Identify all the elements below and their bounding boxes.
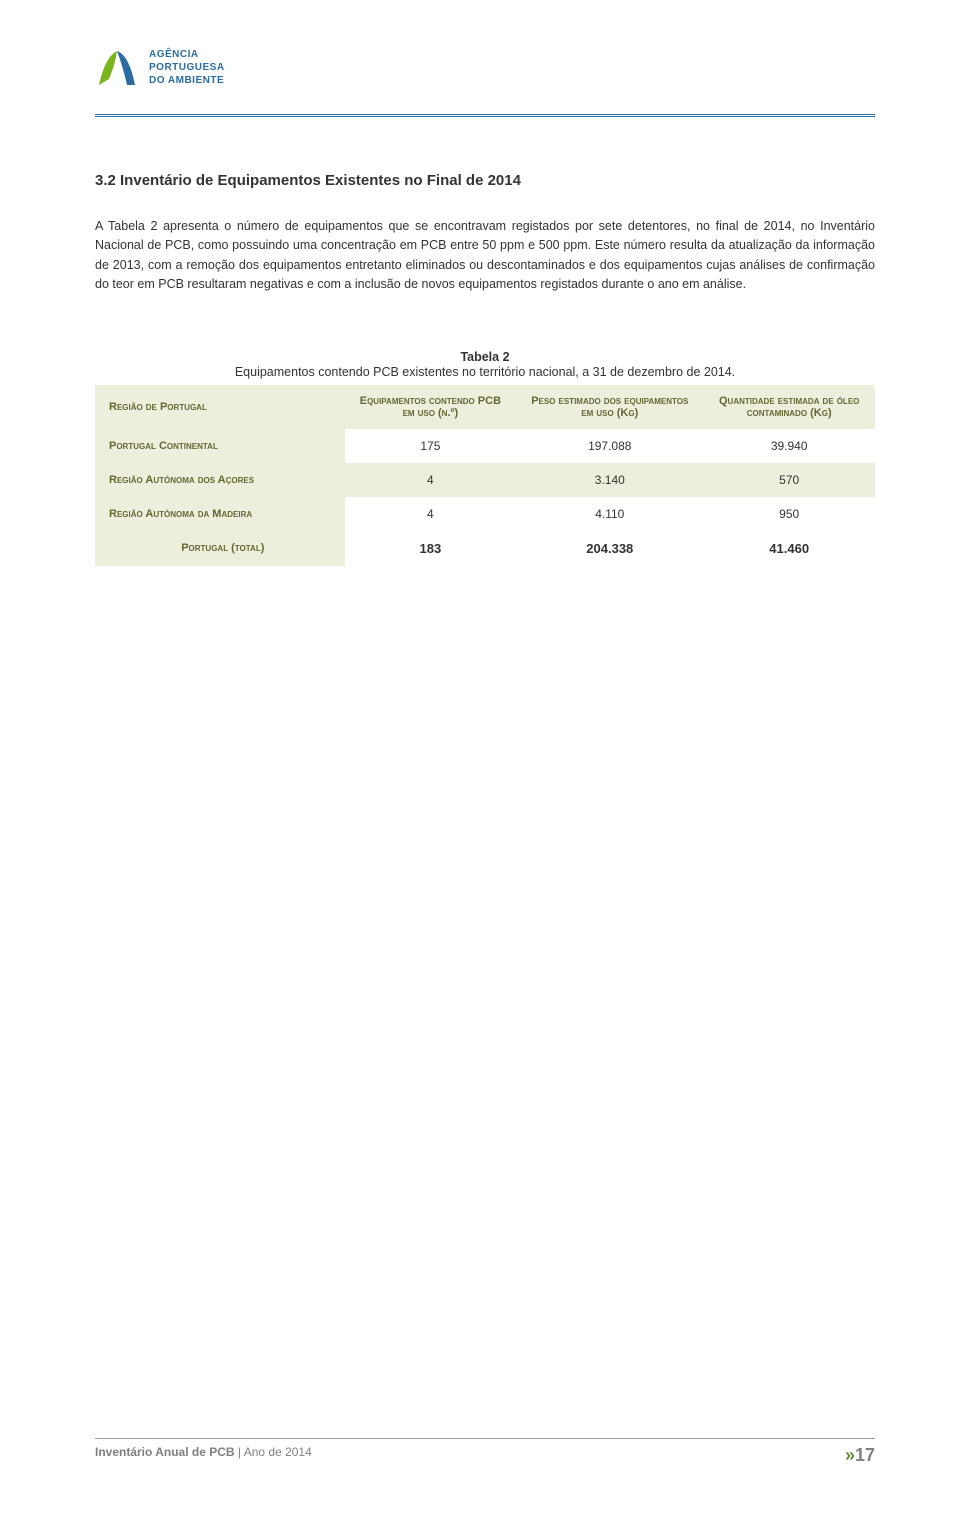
footer-left: Inventário Anual de PCB | Ano de 2014 [95, 1445, 312, 1466]
cell: 570 [703, 463, 875, 497]
cell: 4 [345, 463, 517, 497]
logo-line3: DO AMBIENTE [149, 74, 225, 87]
cell-total: 204.338 [516, 531, 703, 566]
cell: 39.940 [703, 429, 875, 463]
cell: 197.088 [516, 429, 703, 463]
table-row: Região Autónoma dos Açores 4 3.140 570 [95, 463, 875, 497]
cell: 4 [345, 497, 517, 531]
page-number: 17 [855, 1445, 875, 1465]
logo-line1: AGÊNCIA [149, 48, 225, 61]
page-arrows-icon: » [845, 1445, 855, 1465]
cell: 175 [345, 429, 517, 463]
row-label: Portugal Continental [95, 429, 345, 463]
page: AGÊNCIA PORTUGUESA DO AMBIENTE 3.2 Inven… [0, 0, 960, 1496]
footer-sep: | [235, 1445, 244, 1459]
col-header-equip: Equipamentos contendo PCB em uso (n.º) [345, 385, 517, 429]
logo: AGÊNCIA PORTUGUESA DO AMBIENTE [95, 45, 875, 89]
col-header-weight: Peso estimado dos equipamentos em uso (K… [516, 385, 703, 429]
table-row: Portugal Continental 175 197.088 39.940 [95, 429, 875, 463]
row-label-total: Portugal (total) [95, 531, 345, 566]
table-caption: Tabela 2 [95, 350, 875, 364]
table-total-row: Portugal (total) 183 204.338 41.460 [95, 531, 875, 566]
col-header-oil: Quantidade estimada de óleo contaminado … [703, 385, 875, 429]
logo-text: AGÊNCIA PORTUGUESA DO AMBIENTE [149, 48, 225, 87]
data-table: Região de Portugal Equipamentos contendo… [95, 385, 875, 566]
col-header-region: Região de Portugal [95, 385, 345, 429]
body-paragraph: A Tabela 2 apresenta o número de equipam… [95, 217, 875, 295]
page-footer: Inventário Anual de PCB | Ano de 2014 »1… [95, 1438, 875, 1466]
cell-total: 183 [345, 531, 517, 566]
header-rule [95, 114, 875, 117]
cell: 950 [703, 497, 875, 531]
cell-total: 41.460 [703, 531, 875, 566]
logo-mark-icon [95, 45, 139, 89]
row-label: Região Autónoma da Madeira [95, 497, 345, 531]
footer-year: Ano de 2014 [244, 1445, 312, 1459]
table-subcaption: Equipamentos contendo PCB existentes no … [95, 365, 875, 379]
row-label: Região Autónoma dos Açores [95, 463, 345, 497]
footer-title: Inventário Anual de PCB [95, 1445, 235, 1459]
table-row: Região Autónoma da Madeira 4 4.110 950 [95, 497, 875, 531]
cell: 4.110 [516, 497, 703, 531]
logo-line2: PORTUGUESA [149, 61, 225, 74]
cell: 3.140 [516, 463, 703, 497]
section-heading: 3.2 Inventário de Equipamentos Existente… [95, 172, 875, 189]
footer-right: »17 [845, 1445, 875, 1466]
